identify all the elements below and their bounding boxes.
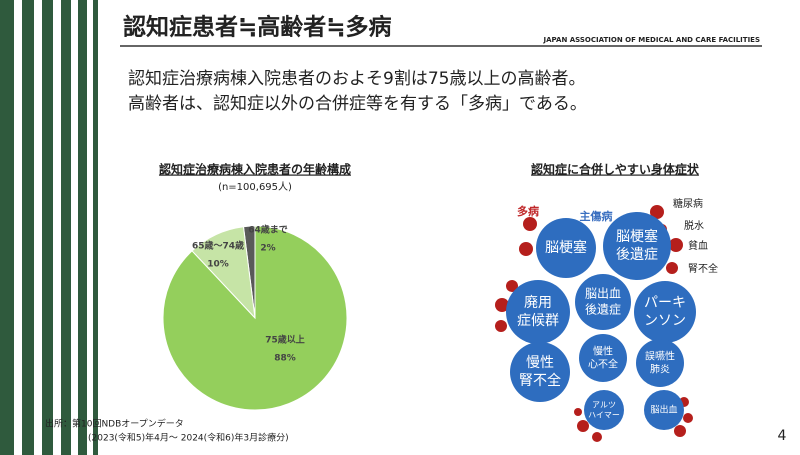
source-period: (2023(令和5)年4月～ 2024(令和6)年3月診療分): [88, 432, 289, 444]
bubble-label: 腎不全: [519, 372, 561, 389]
bubble-label: 廃用: [524, 294, 552, 311]
symptom-label: 貧血: [688, 239, 708, 252]
source: 出所：第10回NDBオープンデータ: [45, 418, 184, 430]
bullet: 認知症治療病棟入院患者のおよそ9割は75歳以上の高齢者。: [128, 69, 585, 89]
slice-label: 65歳～74歳: [192, 240, 244, 252]
bubble-label: 後遺症: [616, 247, 658, 263]
slice-label: 75歳以上: [265, 334, 305, 346]
bubble: [579, 334, 627, 382]
bubble-label: ハイマー: [588, 411, 620, 420]
bubble: [584, 390, 624, 430]
title: 認知症患者≒高齢者≒多病: [123, 14, 392, 41]
side-stripes: [0, 0, 98, 455]
slice-value: 10%: [207, 260, 229, 270]
legend-main: 主傷病: [580, 209, 613, 223]
bubble-label: 慢性: [526, 354, 554, 371]
symptom-label: 脱水: [684, 219, 704, 232]
bubble-label: 心不全: [588, 358, 618, 371]
bubble-label: ンソン: [644, 313, 686, 329]
bubble-label: 脳出血: [585, 287, 621, 301]
chart-title: 認知症治療病棟入院患者の年齢構成: [159, 162, 351, 177]
bubble-label: 後遺症: [585, 301, 621, 316]
bubble-label: 脳梗塞: [616, 228, 658, 245]
bubble: [634, 281, 696, 343]
bubble: [575, 274, 631, 330]
bubble: [636, 339, 684, 387]
bubble-label: 誤嚥性: [645, 350, 675, 363]
bubble: [603, 212, 671, 280]
bubble: [536, 218, 596, 278]
slice-label: 64歳まで: [248, 224, 288, 236]
legend-many: 多病: [517, 204, 539, 218]
bubble-label: パーキ: [644, 295, 686, 311]
slice-value: 2%: [260, 244, 275, 254]
symptom-label: 糖尿病: [673, 197, 703, 210]
bubble-label: 症候群: [517, 313, 559, 329]
pie-slice: [162, 225, 348, 411]
bubble-label: 脳出血: [650, 404, 677, 416]
bubble-label: 肺炎: [650, 364, 670, 376]
page-number: 4: [778, 428, 787, 444]
chart-subtitle: (n=100,695人): [218, 181, 292, 193]
organization: JAPAN ASSOCIATION OF MEDICAL AND CARE FA…: [543, 36, 760, 44]
slice-value: 88%: [274, 354, 296, 364]
bubble-label: 脳梗塞: [545, 239, 587, 256]
bubble: [506, 280, 570, 344]
bubble-label: 慢性: [593, 345, 613, 358]
bubble-label: アルツ: [592, 400, 616, 409]
bubble: [510, 342, 570, 402]
diagram-title: 認知症に合併しやすい身体症状: [531, 162, 700, 177]
bubble: [644, 390, 684, 430]
symptom-label: 腎不全: [688, 262, 718, 275]
bullet: 高齢者は、認知症以外の合併症等を有する「多病」である。: [128, 94, 587, 114]
